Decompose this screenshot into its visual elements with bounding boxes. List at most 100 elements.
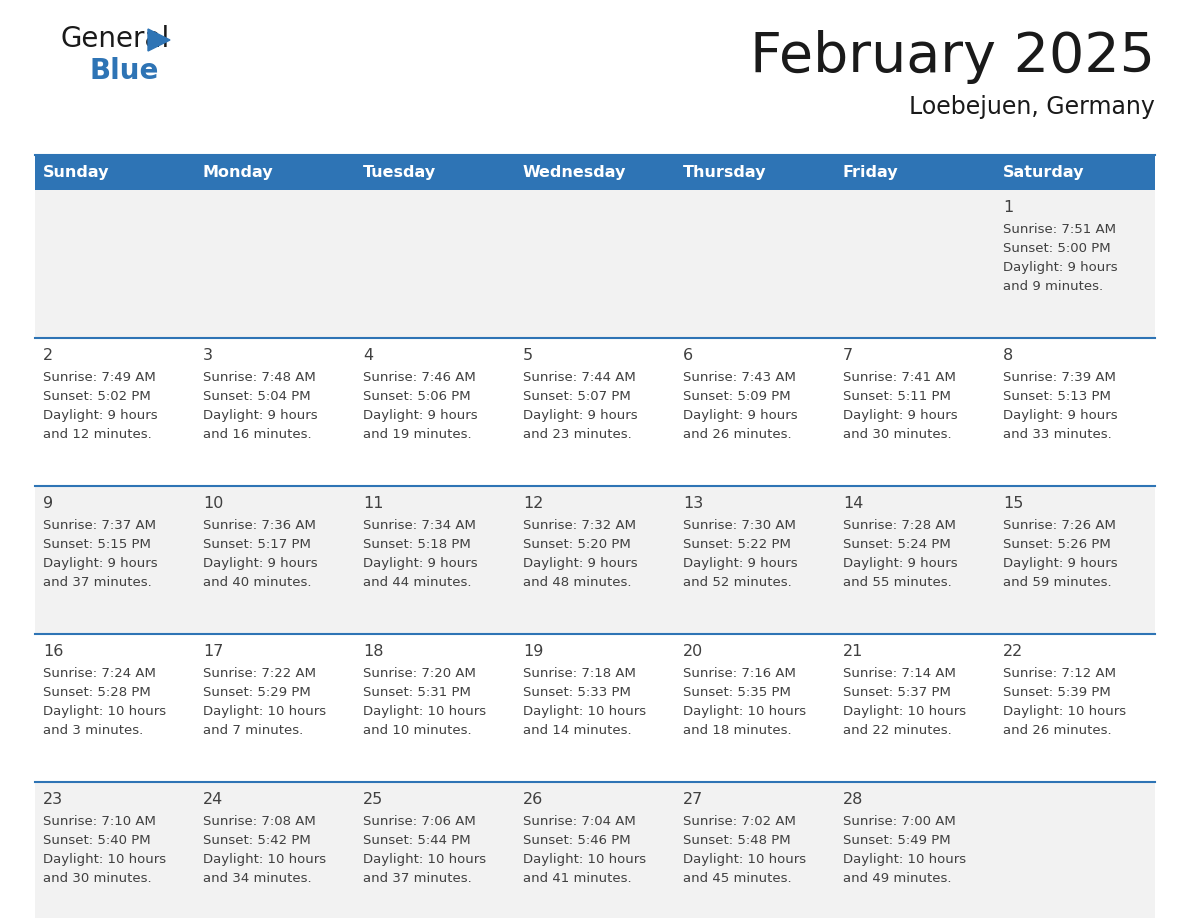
Text: 5: 5 (523, 348, 533, 363)
Text: Daylight: 10 hours: Daylight: 10 hours (203, 705, 327, 718)
Text: Sunset: 5:28 PM: Sunset: 5:28 PM (43, 686, 151, 699)
Text: 20: 20 (683, 644, 703, 659)
Text: Sunrise: 7:00 AM: Sunrise: 7:00 AM (843, 815, 956, 828)
Text: and 41 minutes.: and 41 minutes. (523, 872, 632, 885)
Text: and 23 minutes.: and 23 minutes. (523, 428, 632, 441)
Bar (675, 190, 835, 338)
Text: Daylight: 9 hours: Daylight: 9 hours (43, 409, 158, 422)
Text: Sunset: 5:37 PM: Sunset: 5:37 PM (843, 686, 950, 699)
Bar (355, 486, 516, 634)
Text: 9: 9 (43, 496, 53, 511)
Bar (675, 338, 835, 486)
Text: and 45 minutes.: and 45 minutes. (683, 872, 791, 885)
Text: Sunrise: 7:24 AM: Sunrise: 7:24 AM (43, 667, 156, 680)
Text: and 40 minutes.: and 40 minutes. (203, 576, 311, 589)
Text: 11: 11 (364, 496, 384, 511)
Bar (355, 634, 516, 782)
Text: Sunrise: 7:44 AM: Sunrise: 7:44 AM (523, 371, 636, 384)
Text: Daylight: 10 hours: Daylight: 10 hours (364, 853, 486, 866)
Text: and 48 minutes.: and 48 minutes. (523, 576, 632, 589)
Text: and 18 minutes.: and 18 minutes. (683, 724, 791, 737)
Bar (355, 155, 516, 190)
Text: Sunset: 5:22 PM: Sunset: 5:22 PM (683, 538, 791, 551)
Bar (996, 486, 1155, 634)
Text: Daylight: 9 hours: Daylight: 9 hours (523, 409, 638, 422)
Text: and 7 minutes.: and 7 minutes. (203, 724, 303, 737)
Text: 12: 12 (523, 496, 543, 511)
Text: 3: 3 (203, 348, 213, 363)
Text: Sunrise: 7:10 AM: Sunrise: 7:10 AM (43, 815, 156, 828)
Text: Sunrise: 7:39 AM: Sunrise: 7:39 AM (1003, 371, 1116, 384)
Text: Wednesday: Wednesday (523, 165, 626, 180)
Bar (195, 190, 355, 338)
Bar (516, 486, 675, 634)
Text: 1: 1 (1003, 200, 1013, 215)
Text: Sunrise: 7:12 AM: Sunrise: 7:12 AM (1003, 667, 1116, 680)
Bar (996, 190, 1155, 338)
Bar (355, 782, 516, 918)
Text: Sunset: 5:04 PM: Sunset: 5:04 PM (203, 390, 310, 403)
Text: Sunrise: 7:26 AM: Sunrise: 7:26 AM (1003, 519, 1116, 532)
Text: 24: 24 (203, 792, 223, 807)
Bar (835, 782, 996, 918)
Bar (835, 190, 996, 338)
Text: Sunset: 5:02 PM: Sunset: 5:02 PM (43, 390, 151, 403)
Text: and 22 minutes.: and 22 minutes. (843, 724, 952, 737)
Text: Daylight: 9 hours: Daylight: 9 hours (364, 557, 478, 570)
Text: Sunrise: 7:30 AM: Sunrise: 7:30 AM (683, 519, 796, 532)
Text: Daylight: 9 hours: Daylight: 9 hours (1003, 261, 1118, 274)
Text: Sunrise: 7:04 AM: Sunrise: 7:04 AM (523, 815, 636, 828)
Text: Sunset: 5:09 PM: Sunset: 5:09 PM (683, 390, 791, 403)
Text: Daylight: 9 hours: Daylight: 9 hours (1003, 409, 1118, 422)
Text: Daylight: 9 hours: Daylight: 9 hours (203, 409, 317, 422)
Text: Sunset: 5:18 PM: Sunset: 5:18 PM (364, 538, 470, 551)
Text: Sunrise: 7:32 AM: Sunrise: 7:32 AM (523, 519, 636, 532)
Text: Daylight: 9 hours: Daylight: 9 hours (523, 557, 638, 570)
Text: Thursday: Thursday (683, 165, 766, 180)
Text: Sunrise: 7:34 AM: Sunrise: 7:34 AM (364, 519, 476, 532)
Bar (355, 338, 516, 486)
Text: Sunrise: 7:20 AM: Sunrise: 7:20 AM (364, 667, 476, 680)
Bar (195, 634, 355, 782)
Text: Sunset: 5:11 PM: Sunset: 5:11 PM (843, 390, 950, 403)
Text: February 2025: February 2025 (750, 30, 1155, 84)
Bar (34, 190, 195, 338)
Text: Sunrise: 7:18 AM: Sunrise: 7:18 AM (523, 667, 636, 680)
Text: Daylight: 9 hours: Daylight: 9 hours (203, 557, 317, 570)
Bar (996, 782, 1155, 918)
Text: Sunset: 5:00 PM: Sunset: 5:00 PM (1003, 242, 1111, 255)
Text: Daylight: 10 hours: Daylight: 10 hours (843, 853, 966, 866)
Text: 17: 17 (203, 644, 223, 659)
Text: Sunrise: 7:36 AM: Sunrise: 7:36 AM (203, 519, 316, 532)
Text: and 9 minutes.: and 9 minutes. (1003, 280, 1104, 293)
Bar (516, 155, 675, 190)
Bar (996, 338, 1155, 486)
Bar (835, 155, 996, 190)
Text: Sunrise: 7:08 AM: Sunrise: 7:08 AM (203, 815, 316, 828)
Text: and 55 minutes.: and 55 minutes. (843, 576, 952, 589)
Text: 10: 10 (203, 496, 223, 511)
Bar (516, 190, 675, 338)
Text: Sunrise: 7:37 AM: Sunrise: 7:37 AM (43, 519, 156, 532)
Text: and 19 minutes.: and 19 minutes. (364, 428, 472, 441)
Text: Sunrise: 7:22 AM: Sunrise: 7:22 AM (203, 667, 316, 680)
Text: Sunrise: 7:16 AM: Sunrise: 7:16 AM (683, 667, 796, 680)
Text: Saturday: Saturday (1003, 165, 1085, 180)
Text: 6: 6 (683, 348, 693, 363)
Text: Sunset: 5:26 PM: Sunset: 5:26 PM (1003, 538, 1111, 551)
Bar (675, 486, 835, 634)
Text: 2: 2 (43, 348, 53, 363)
Text: 26: 26 (523, 792, 543, 807)
Text: Loebejuen, Germany: Loebejuen, Germany (909, 95, 1155, 119)
Text: Sunset: 5:17 PM: Sunset: 5:17 PM (203, 538, 311, 551)
Text: Sunset: 5:33 PM: Sunset: 5:33 PM (523, 686, 631, 699)
Text: Sunset: 5:48 PM: Sunset: 5:48 PM (683, 834, 791, 847)
Bar (195, 338, 355, 486)
Text: and 30 minutes.: and 30 minutes. (43, 872, 152, 885)
Text: 16: 16 (43, 644, 63, 659)
Text: and 49 minutes.: and 49 minutes. (843, 872, 952, 885)
Bar (195, 782, 355, 918)
Text: and 14 minutes.: and 14 minutes. (523, 724, 632, 737)
Text: Sunset: 5:35 PM: Sunset: 5:35 PM (683, 686, 791, 699)
Text: and 37 minutes.: and 37 minutes. (364, 872, 472, 885)
